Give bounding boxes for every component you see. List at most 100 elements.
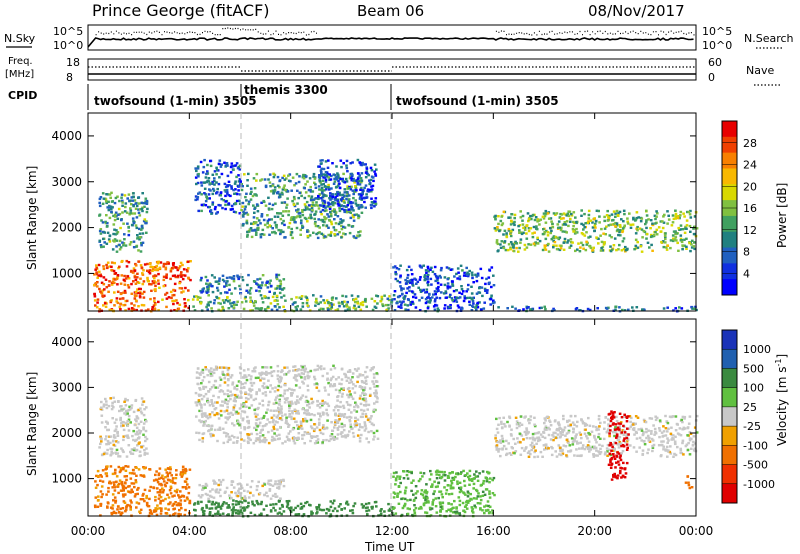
heatmap-cell xyxy=(129,499,132,502)
heatmap-cell xyxy=(161,491,165,494)
heatmap-cell xyxy=(679,237,683,241)
heatmap-cell xyxy=(223,301,226,304)
heatmap-cell xyxy=(246,490,250,493)
heatmap-cell xyxy=(94,496,98,499)
heatmap-cell xyxy=(373,170,376,173)
heatmap-cell xyxy=(291,199,294,203)
heatmap-cell xyxy=(109,300,112,303)
heatmap-cell xyxy=(216,289,220,292)
heatmap-cell xyxy=(434,497,438,500)
heatmap-cell xyxy=(651,235,654,238)
heatmap-cell xyxy=(208,513,211,516)
heatmap-cell xyxy=(356,182,360,185)
heatmap-cell xyxy=(120,511,124,514)
heatmap-region xyxy=(493,209,699,253)
heatmap-cell xyxy=(324,178,328,181)
heatmap-cell xyxy=(326,419,329,422)
heatmap-cell xyxy=(329,212,333,216)
heatmap-cell xyxy=(194,176,198,179)
heatmap-cell xyxy=(357,180,361,183)
heatmap-region xyxy=(193,499,395,518)
freq-tick-top: 18 xyxy=(66,56,80,69)
heatmap-cell xyxy=(439,283,443,286)
heatmap-cell xyxy=(109,465,113,468)
heatmap-cell xyxy=(231,508,235,511)
heatmap-cell xyxy=(225,162,229,165)
heatmap-cell xyxy=(301,305,305,308)
heatmap-cell xyxy=(423,275,426,278)
heatmap-cell xyxy=(171,274,175,278)
heatmap-cell xyxy=(361,303,365,307)
heatmap-cell xyxy=(460,292,464,296)
heatmap-cell xyxy=(273,305,277,308)
heatmap-cell xyxy=(199,373,202,376)
heatmap-cell xyxy=(267,296,270,300)
heatmap-cell xyxy=(562,217,565,220)
heatmap-cell xyxy=(284,421,288,425)
heatmap-cell xyxy=(351,189,355,192)
heatmap-cell xyxy=(145,437,149,441)
heatmap-cell xyxy=(302,177,306,180)
heatmap-cell xyxy=(154,284,157,288)
heatmap-cell xyxy=(256,283,260,286)
heatmap-cell xyxy=(165,297,169,300)
heatmap-cell xyxy=(111,486,114,489)
heatmap-cell xyxy=(263,295,266,298)
heatmap-cell xyxy=(95,266,98,270)
heatmap-cell xyxy=(101,192,105,195)
heatmap-cell xyxy=(125,475,128,478)
heatmap-cell xyxy=(124,422,128,425)
heatmap-cell xyxy=(112,511,116,514)
heatmap-cell xyxy=(138,202,141,205)
heatmap-cell xyxy=(343,424,346,428)
heatmap-cell xyxy=(634,244,638,248)
heatmap-cell xyxy=(689,209,692,213)
heatmap-cell xyxy=(123,194,127,197)
heatmap-cell xyxy=(334,388,338,392)
heatmap-cell xyxy=(157,477,161,480)
heatmap-cell xyxy=(525,307,529,310)
heatmap-cell xyxy=(117,511,121,514)
heatmap-cell xyxy=(618,210,622,214)
heatmap-cell xyxy=(145,221,148,225)
heatmap-cell xyxy=(303,431,307,434)
heatmap-cell xyxy=(351,387,355,390)
heatmap-cell xyxy=(196,382,199,386)
heatmap-cell xyxy=(333,197,337,200)
heatmap-cell xyxy=(94,486,98,489)
heatmap-cell xyxy=(295,308,298,311)
heatmap-cell xyxy=(544,237,548,241)
heatmap-cell xyxy=(146,452,149,455)
heatmap-cell xyxy=(527,219,530,223)
heatmap-cell xyxy=(129,209,133,212)
heatmap-cell xyxy=(287,371,290,374)
heatmap-cell xyxy=(318,188,321,191)
heatmap-cell xyxy=(211,201,215,204)
heatmap-cell xyxy=(614,215,617,218)
heatmap-cell xyxy=(201,379,205,382)
heatmap-cell xyxy=(271,420,274,424)
heatmap-cell xyxy=(327,203,331,206)
heatmap-cell xyxy=(374,306,378,309)
heatmap-cell xyxy=(393,298,396,301)
heatmap-cell xyxy=(261,484,264,488)
heatmap-cell xyxy=(119,308,122,311)
heatmap-cell xyxy=(202,424,205,427)
heatmap-cell xyxy=(331,296,335,299)
heatmap-cell xyxy=(401,292,404,296)
heatmap-cell xyxy=(298,374,302,378)
heatmap-cell xyxy=(130,501,133,504)
heatmap-cell xyxy=(97,274,100,277)
heatmap-cell xyxy=(224,490,227,493)
heatmap-cell xyxy=(685,219,689,222)
heatmap-cell xyxy=(410,273,414,276)
heatmap-cell xyxy=(255,179,258,182)
heatmap-cell xyxy=(360,205,364,209)
heatmap-cell xyxy=(552,307,555,311)
heatmap-cell xyxy=(198,387,201,390)
heatmap-cell xyxy=(260,233,264,236)
heatmap-cell xyxy=(275,226,278,229)
nsky-label: N.Sky xyxy=(4,32,36,45)
heatmap-cell xyxy=(323,386,327,389)
heatmap-cell xyxy=(288,404,291,407)
